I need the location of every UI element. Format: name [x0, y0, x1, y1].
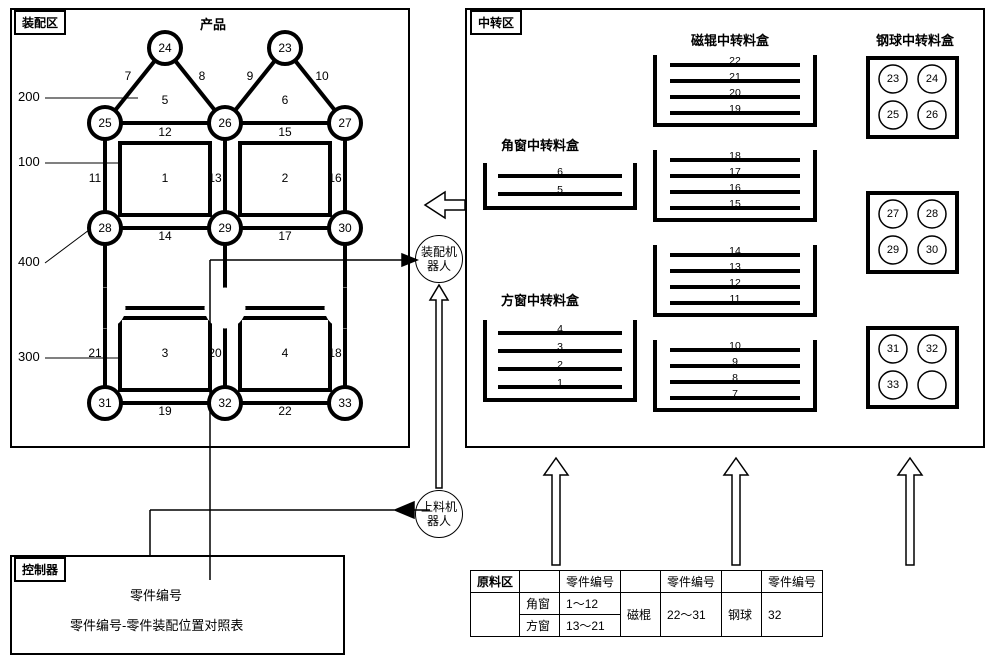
svg-text:18: 18 [729, 150, 741, 162]
svg-text:28: 28 [926, 208, 938, 220]
svg-text:8: 8 [732, 372, 738, 384]
svg-text:9: 9 [247, 69, 254, 83]
svg-text:19: 19 [729, 103, 741, 115]
svg-text:12: 12 [729, 277, 741, 289]
svg-text:7: 7 [732, 388, 738, 400]
svg-text:3: 3 [162, 346, 169, 360]
svg-text:24: 24 [926, 73, 938, 85]
svg-text:12: 12 [158, 125, 172, 139]
svg-text:29: 29 [218, 221, 232, 235]
assembly-diagram: 24 23 25 26 27 28 29 30 31 32 33 1 2 3 4… [10, 8, 430, 468]
svg-text:11: 11 [89, 171, 102, 185]
svg-text:17: 17 [729, 166, 741, 178]
svg-text:32: 32 [218, 396, 232, 410]
material-area: 原料区 零件编号 零件编号 零件编号 角窗1～12 磁棍22～31 钢球32 方… [470, 570, 823, 637]
svg-text:20: 20 [208, 346, 222, 360]
svg-text:6: 6 [282, 93, 289, 107]
svg-text:11: 11 [730, 293, 741, 305]
svg-text:22: 22 [278, 404, 292, 418]
svg-text:1: 1 [162, 171, 169, 185]
svg-text:14: 14 [158, 229, 172, 243]
svg-text:30: 30 [338, 221, 352, 235]
svg-text:26: 26 [926, 109, 938, 121]
svg-text:25: 25 [98, 116, 112, 130]
svg-text:10: 10 [729, 340, 741, 352]
svg-text:30: 30 [926, 244, 938, 256]
svg-text:6: 6 [557, 166, 563, 178]
svg-text:32: 32 [926, 343, 938, 355]
svg-text:5: 5 [557, 184, 563, 196]
loader-robot: 上料机器人 [415, 490, 463, 538]
svg-text:2: 2 [557, 359, 563, 371]
svg-text:18: 18 [328, 346, 342, 360]
svg-text:23: 23 [887, 73, 899, 85]
svg-text:33: 33 [887, 379, 899, 391]
svg-text:31: 31 [887, 343, 899, 355]
svg-text:200: 200 [18, 89, 40, 104]
svg-text:27: 27 [338, 116, 352, 130]
controller-line1: 零件编号 [130, 585, 182, 604]
svg-text:8: 8 [199, 69, 206, 83]
svg-text:19: 19 [158, 404, 172, 418]
svg-text:15: 15 [729, 198, 741, 210]
svg-text:14: 14 [729, 245, 741, 257]
svg-text:17: 17 [278, 229, 292, 243]
material-table: 原料区 零件编号 零件编号 零件编号 角窗1～12 磁棍22～31 钢球32 方… [470, 570, 823, 637]
svg-text:26: 26 [218, 116, 232, 130]
svg-text:28: 28 [98, 221, 112, 235]
svg-text:3: 3 [557, 341, 563, 353]
svg-text:13: 13 [208, 171, 222, 185]
svg-text:15: 15 [278, 125, 292, 139]
svg-text:2: 2 [282, 171, 289, 185]
svg-text:31: 31 [98, 396, 112, 410]
svg-text:5: 5 [162, 93, 169, 107]
svg-text:9: 9 [732, 356, 738, 368]
svg-text:10: 10 [315, 69, 329, 83]
svg-text:400: 400 [18, 254, 40, 269]
svg-text:25: 25 [887, 109, 899, 121]
svg-text:23: 23 [278, 41, 292, 55]
svg-text:24: 24 [158, 41, 172, 55]
svg-text:100: 100 [18, 154, 40, 169]
svg-text:20: 20 [729, 87, 741, 99]
svg-text:21: 21 [729, 71, 741, 83]
svg-text:4: 4 [282, 346, 289, 360]
svg-text:1: 1 [557, 377, 563, 389]
svg-text:300: 300 [18, 349, 40, 364]
svg-text:16: 16 [729, 182, 741, 194]
assembly-robot: 装配机器人 [415, 235, 463, 283]
svg-text:33: 33 [338, 396, 352, 410]
svg-text:4: 4 [557, 323, 563, 335]
svg-text:7: 7 [125, 69, 132, 83]
svg-text:27: 27 [887, 208, 899, 220]
svg-text:16: 16 [328, 171, 342, 185]
svg-text:22: 22 [729, 55, 741, 67]
svg-text:13: 13 [729, 261, 741, 273]
controller-label: 控制器 [14, 557, 66, 582]
svg-text:29: 29 [887, 244, 899, 256]
controller-line2: 零件编号-零件装配位置对照表 [70, 615, 243, 634]
